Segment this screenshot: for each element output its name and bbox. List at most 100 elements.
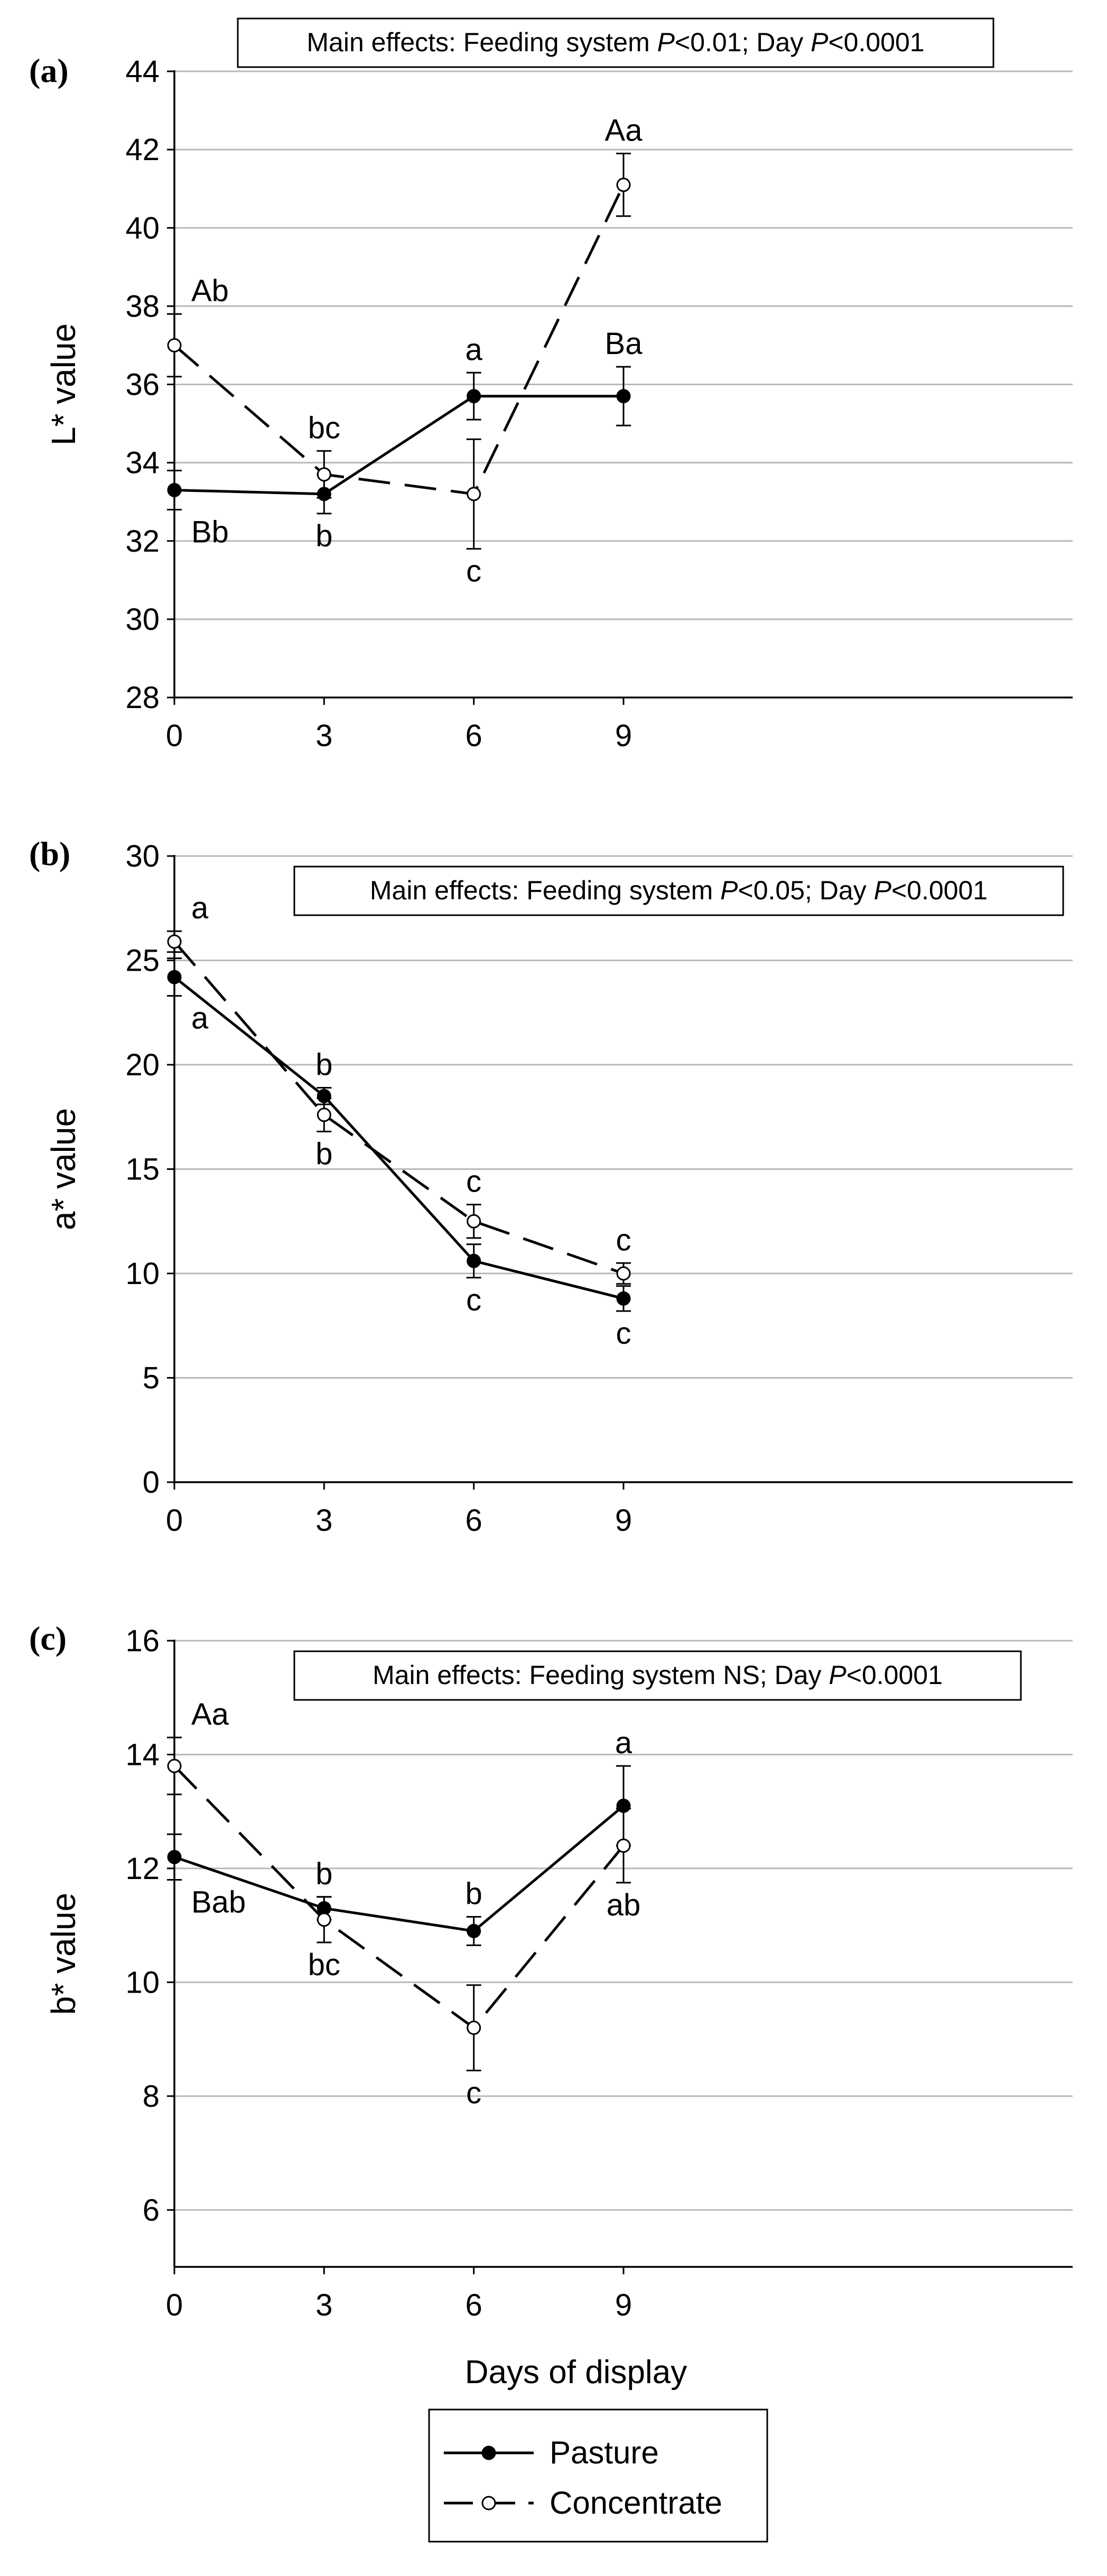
y-axis-label: a* value <box>44 1108 82 1230</box>
series-pasture: a b c c <box>167 957 631 1351</box>
panel-label: (b) <box>29 835 70 872</box>
main-effects-box <box>237 17 994 68</box>
data-point-pasture <box>167 1849 182 1864</box>
main-effects-text: Main effects: Feeding system P<0.01; Day… <box>306 27 924 57</box>
series-line-pasture <box>174 1805 625 1933</box>
x-tick-label: 0 <box>166 1503 183 1538</box>
legend-marker-pasture <box>481 2445 496 2460</box>
y-tick-label: 10 <box>125 1257 160 1291</box>
significance-letter: b <box>315 1857 332 1891</box>
data-point-concentrate <box>616 1266 631 1281</box>
data-point-concentrate <box>616 1838 631 1853</box>
data-point-pasture <box>616 389 631 404</box>
x-axis-label: Days of display <box>465 2354 687 2391</box>
x-tick-label: 9 <box>615 719 632 753</box>
data-point-concentrate <box>167 934 182 949</box>
series-pasture: Bb b a Ba <box>167 327 643 553</box>
y-tick-label: 14 <box>125 1737 160 1772</box>
significance-letter: c <box>466 1165 481 1199</box>
y-tick-label: 25 <box>125 944 160 978</box>
data-point-concentrate <box>167 338 182 352</box>
significance-letter: a <box>191 891 209 925</box>
significance-letter: a <box>191 1001 209 1036</box>
y-axis-label: L* value <box>44 323 82 445</box>
series-line-concentrate <box>173 184 625 496</box>
significance-letter: Aa <box>605 114 643 148</box>
significance-letter: Bab <box>191 1885 246 1919</box>
data-point-pasture <box>467 389 481 404</box>
panel-c: 6 8 10 12 14 16 0 3 6 9 b* value Days of display (c)… <box>29 1620 1073 2391</box>
y-tick-label: 8 <box>143 2079 160 2114</box>
y-tick-label: 40 <box>125 211 160 245</box>
significance-letter: a <box>466 332 483 367</box>
x-tick-label: 3 <box>315 719 332 753</box>
data-point-pasture <box>167 970 182 984</box>
x-tick-label: 3 <box>315 2288 332 2322</box>
y-tick-label: 30 <box>125 602 160 637</box>
significance-letter: Aa <box>191 1697 229 1732</box>
significance-letter: c <box>466 1283 481 1317</box>
legend-label-pasture: Pasture <box>550 2435 659 2470</box>
data-point-concentrate <box>467 2021 481 2035</box>
y-tick-label: 5 <box>143 1361 160 1396</box>
y-tick-label: 16 <box>125 1624 160 1658</box>
y-tick-label: 20 <box>125 1048 160 1082</box>
legend-marker-concentrate <box>481 2496 496 2510</box>
significance-letter: c <box>616 1316 631 1351</box>
data-point-pasture <box>467 1253 481 1268</box>
data-point-concentrate <box>467 1214 481 1229</box>
main-effects-box <box>293 866 1064 916</box>
y-tick-label: 42 <box>125 133 160 167</box>
series-line-concentrate <box>173 1765 625 2030</box>
y-tick-label: 44 <box>125 54 160 89</box>
x-tick-label: 6 <box>466 1503 482 1538</box>
data-point-concentrate <box>317 467 331 482</box>
significance-letter: b <box>315 1047 332 1082</box>
significance-letter: b <box>466 1876 482 1911</box>
legend-box <box>428 2408 768 2543</box>
significance-letter: b <box>315 519 332 553</box>
significance-letter: a <box>615 1726 632 1760</box>
y-tick-label: 15 <box>125 1152 160 1187</box>
panel-b: 0 5 10 15 20 25 30 0 3 6 9 a* value (b) Main effects:… <box>29 835 1073 1538</box>
y-tick-label: 38 <box>125 289 160 323</box>
x-tick-label: 9 <box>615 1503 632 1538</box>
y-tick-label: 0 <box>143 1465 160 1500</box>
x-tick-label: 0 <box>166 2288 183 2322</box>
significance-letter: c <box>466 554 481 589</box>
main-effects-box <box>293 1650 1022 1701</box>
series-line-pasture <box>173 976 624 1300</box>
significance-letter: Bb <box>191 515 229 550</box>
y-axis-label: b* value <box>44 1893 82 2015</box>
data-point-concentrate <box>467 487 481 501</box>
series-pasture: Bab b b a <box>167 1726 632 1946</box>
y-tick-label: 30 <box>125 839 160 873</box>
x-tick-label: 6 <box>466 2288 482 2322</box>
y-tick-label: 28 <box>125 681 160 715</box>
x-tick-label: 0 <box>166 719 183 753</box>
significance-letter: b <box>315 1137 332 1171</box>
significance-letter: bc <box>308 1948 340 1982</box>
panel-label: (a) <box>29 52 69 89</box>
x-tick-label: 3 <box>315 1503 332 1538</box>
significance-letter: Ab <box>191 274 229 308</box>
legend: Pasture Concentrate <box>428 2408 768 2543</box>
data-point-pasture <box>467 1923 481 1938</box>
series-line-pasture <box>174 395 624 496</box>
series-line-concentrate <box>173 941 624 1275</box>
y-tick-label: 12 <box>125 1852 160 1886</box>
main-effects-text: Main effects: Feeding system NS; Day P<0… <box>373 1660 943 1690</box>
data-point-concentrate <box>616 178 631 192</box>
series-concentrate: Ab bc c Aa <box>167 114 643 589</box>
y-tick-label: 32 <box>125 524 160 559</box>
main-effects-text: Main effects: Feeding system P<0.05; Day… <box>370 876 988 905</box>
significance-letter: ab <box>607 1888 641 1922</box>
significance-letter: bc <box>308 411 340 445</box>
data-point-concentrate <box>317 1912 331 1927</box>
y-tick-label: 10 <box>125 1965 160 2000</box>
panel-label: (c) <box>29 1620 67 1657</box>
y-tick-label: 34 <box>125 446 160 480</box>
